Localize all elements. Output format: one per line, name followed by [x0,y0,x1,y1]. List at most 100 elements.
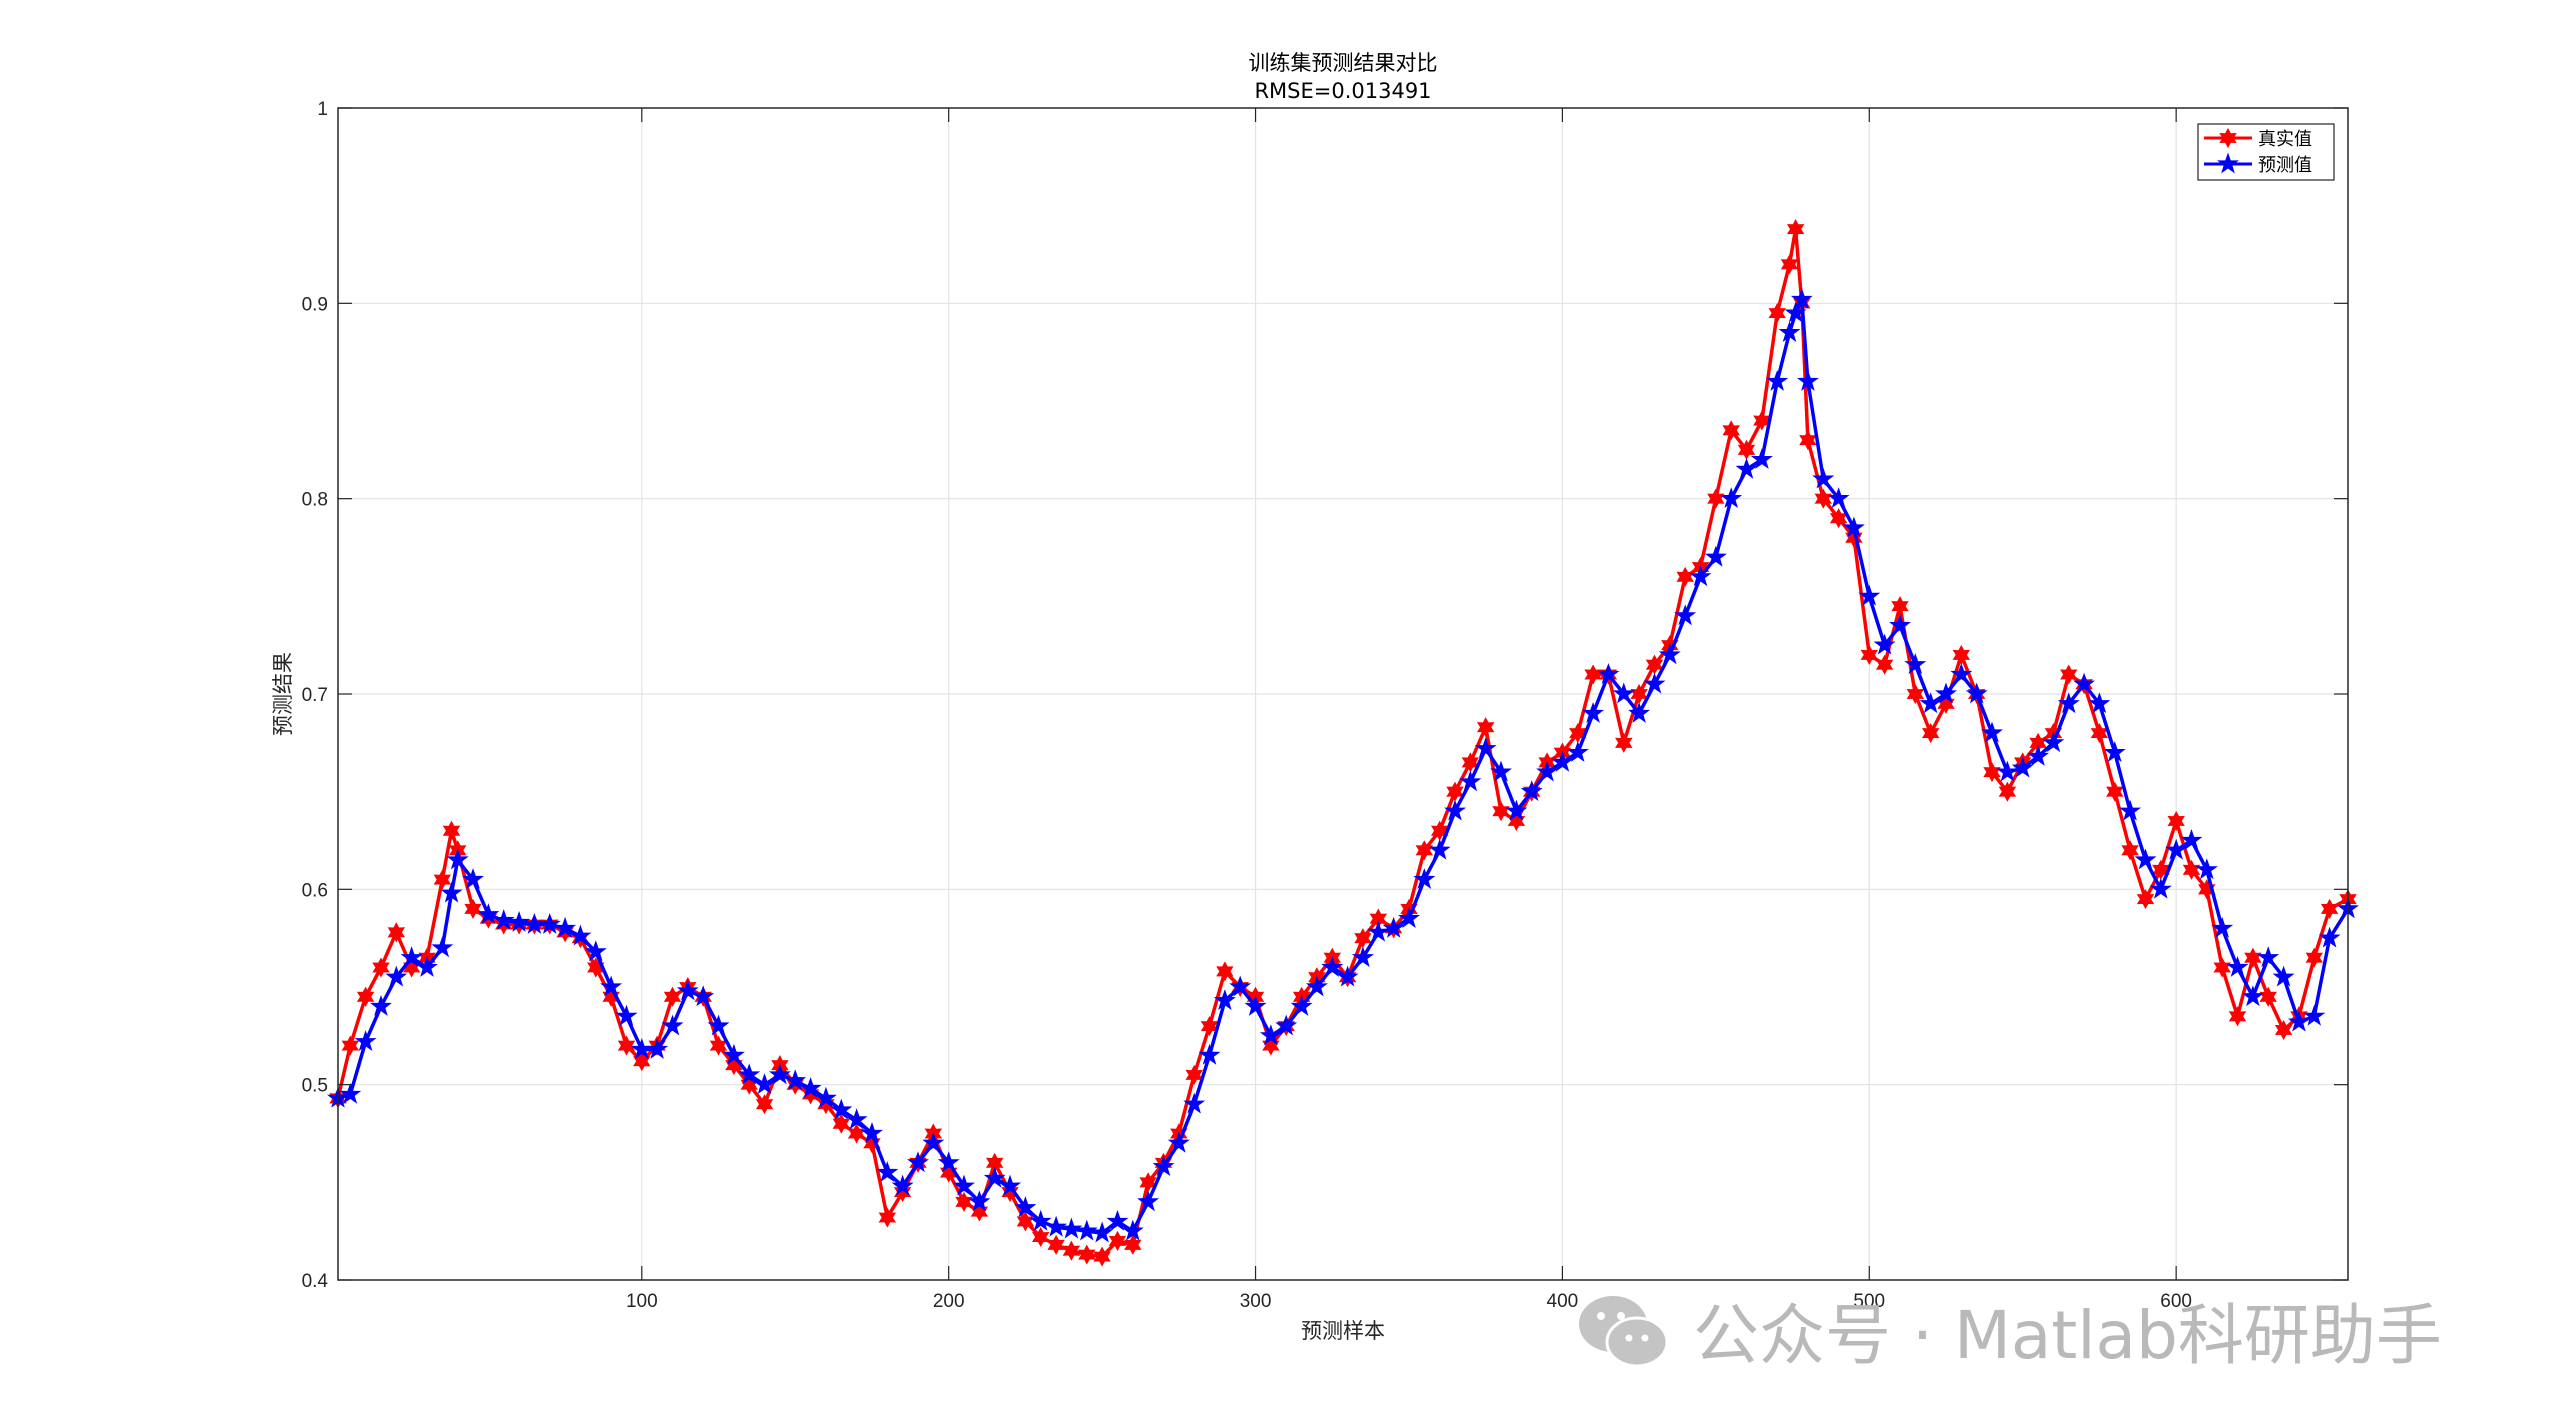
legend: 真实值 预测值 [2197,123,2335,181]
data-point [538,912,561,934]
data-point [1507,810,1526,832]
y-tick-label: 0.8 [302,490,328,511]
data-point [370,994,392,1016]
data-point [1413,868,1436,889]
data-point [2211,916,2234,938]
data-point [462,868,484,889]
data-point [692,985,715,1007]
data-point [1674,604,1697,626]
data-point [2121,840,2139,861]
data-point [2198,879,2216,900]
x-tick-label: 600 [2160,1291,2192,1312]
data-point [1216,961,1234,982]
x-axis-label: 预测样本 [1301,1319,1385,1343]
data-point [1707,488,1725,509]
data-point [1213,989,1236,1011]
data-point [801,1084,820,1105]
data-point [2027,744,2050,766]
y-tick-label: 1 [317,99,328,120]
data-point [1428,838,1451,860]
data-point [1198,1043,1221,1065]
data-point [845,1108,868,1130]
data-point [1643,672,1666,694]
data-point [1842,516,1865,538]
data-point [1351,946,1374,968]
data-point [2274,1019,2293,1041]
data-point [433,869,452,890]
wechat-icon [1575,1290,1671,1370]
data-point [937,1151,960,1173]
data-point [569,924,592,946]
data-point [830,1098,853,1120]
data-point [1965,682,1988,704]
data-point [1106,1209,1129,1231]
grid-lines [338,108,2348,1280]
data-point [2136,889,2155,910]
data-point [633,1051,651,1072]
data-point [1827,487,1850,509]
data-point [477,903,500,925]
data-point [1983,762,2001,783]
data-point [1492,801,1510,822]
data-point [907,1151,929,1173]
data-point [1628,701,1651,723]
data-point [2244,947,2262,968]
data-point [1778,321,1801,342]
legend-marker-predicted [2217,152,2239,174]
data-point [755,1094,774,1115]
data-point [400,946,423,968]
data-point [1029,1209,1052,1231]
data-point [753,1073,776,1095]
data-point [1904,653,1927,675]
y-tick-label: 0.7 [302,685,328,706]
legend-label-predicted: 预测值 [2258,155,2312,176]
legend-star [2219,127,2237,149]
data-point [939,1162,958,1183]
watermark: 公众号 · Matlab科研助手 [1575,1285,2442,1375]
data-point [602,986,620,1007]
data-point [1093,1246,1111,1267]
data-point [2228,1006,2247,1027]
data-point [1919,692,1942,714]
data-point [464,898,482,919]
data-point [1935,682,1957,704]
data-point [416,955,438,977]
data-point [893,1182,912,1203]
data-point [1321,955,1344,977]
data-point [1612,682,1635,704]
data-point [1244,994,1267,1016]
data-point [1812,467,1835,489]
data-point [1998,781,2017,802]
data-point [863,1133,881,1154]
legend-label-actual: 真实值 [2258,129,2312,150]
data-point [1398,907,1420,928]
data-point [1784,301,1807,323]
data-point [646,1037,669,1059]
series-layer [327,219,2359,1267]
data-point [1996,760,2019,782]
data-point [2241,985,2264,1007]
data-point [2119,799,2142,821]
data-point [1060,1217,1083,1239]
data-point [1750,448,1773,469]
data-point [2103,741,2126,762]
data-point [554,916,577,938]
x-tick-label: 300 [1240,1291,1272,1312]
data-point [600,975,623,997]
data-point [431,936,454,958]
data-point [955,1191,973,1212]
data-point [970,1201,989,1222]
data-point [2257,946,2280,968]
data-point [1676,566,1694,587]
data-point [1062,1240,1081,1261]
watermark-text: 公众号 · Matlab科研助手 [1693,1297,2442,1374]
data-point [2167,810,2185,832]
data-point [339,1082,362,1104]
x-tick-label: 500 [1853,1291,1885,1312]
chart-subtitle: RMSE=0.013491 [1254,79,1431,103]
data-point [354,1030,377,1052]
series-predicted [327,287,2359,1243]
data-point [1367,920,1390,942]
data-point [2272,965,2295,987]
